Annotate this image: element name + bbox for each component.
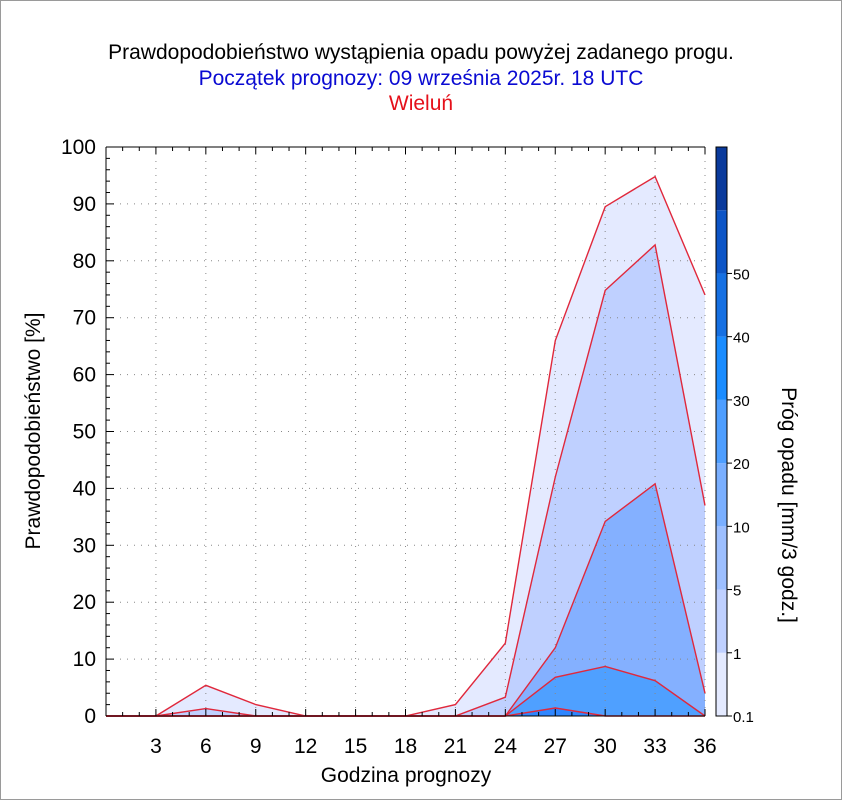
colorbar-tick-label: 50 [733,266,750,283]
area-threshold-10 [106,666,705,716]
y-tick-label: 40 [73,477,96,500]
colorbar-tick-label: 5 [733,583,741,600]
x-tick-label: 21 [444,735,467,758]
x-tick-label: 30 [593,735,616,758]
x-tick-label: 18 [394,735,417,758]
colorbar-tick-label: 0.1 [733,709,754,726]
colorbar-segment [716,399,727,464]
y-tick-label: 30 [73,534,96,557]
colorbar-tick-label: 10 [733,519,750,536]
chart-title: Prawdopodobieństwo wystąpienia opadu pow… [108,41,734,64]
colorbar-tick-label: 20 [733,456,750,473]
y-tick-label: 0 [84,705,96,728]
y-tick-label: 70 [73,307,96,330]
y-tick-label: 60 [73,364,96,387]
y-tick-label: 90 [73,193,96,216]
y-tick-label: 100 [61,136,96,159]
area-threshold-5 [106,483,705,716]
y-tick-label: 50 [73,421,96,444]
station-name: Wieluń [388,92,454,115]
x-tick-label: 3 [150,735,162,758]
colorbar-segment [716,336,727,400]
x-tick-label: 9 [250,735,262,758]
colorbar-label: Próg opadu [mm/3 godz.] [777,387,800,623]
colorbar-segment [716,526,727,590]
colorbar-segment [716,210,727,274]
area-threshold-1 [106,244,705,716]
x-tick-label: 15 [344,735,367,758]
colorbar-segment [716,589,727,653]
x-tick-label: 33 [643,735,666,758]
colorbar-tick-label: 30 [733,393,750,410]
x-tick-label: 6 [200,735,212,758]
x-tick-label: 27 [544,735,567,758]
x-tick-label: 36 [693,735,716,758]
y-tick-label: 20 [73,591,96,614]
colorbar-border [715,146,728,717]
x-axis-label: Godzina prognozy [321,764,492,787]
x-tick-label: 12 [294,735,317,758]
colorbar-segment [716,652,727,716]
forecast-start-subtitle: Początek prognozy: 09 września 2025r. 18… [198,67,644,90]
y-tick-label: 80 [73,250,96,273]
colorbar-segment [716,147,727,211]
colorbar-segment [716,273,727,337]
colorbar-segment [716,463,727,527]
y-tick-label: 10 [73,648,96,671]
y-axis-label: Prawdopodobieństwo [%] [22,313,45,550]
threshold-colorbar: 0.1 1 5 10 20 30 40 50 [715,146,754,726]
x-tick-label: 24 [494,735,518,758]
colorbar-tick-label: 1 [733,646,741,663]
colorbar-tick-label: 40 [733,330,750,347]
